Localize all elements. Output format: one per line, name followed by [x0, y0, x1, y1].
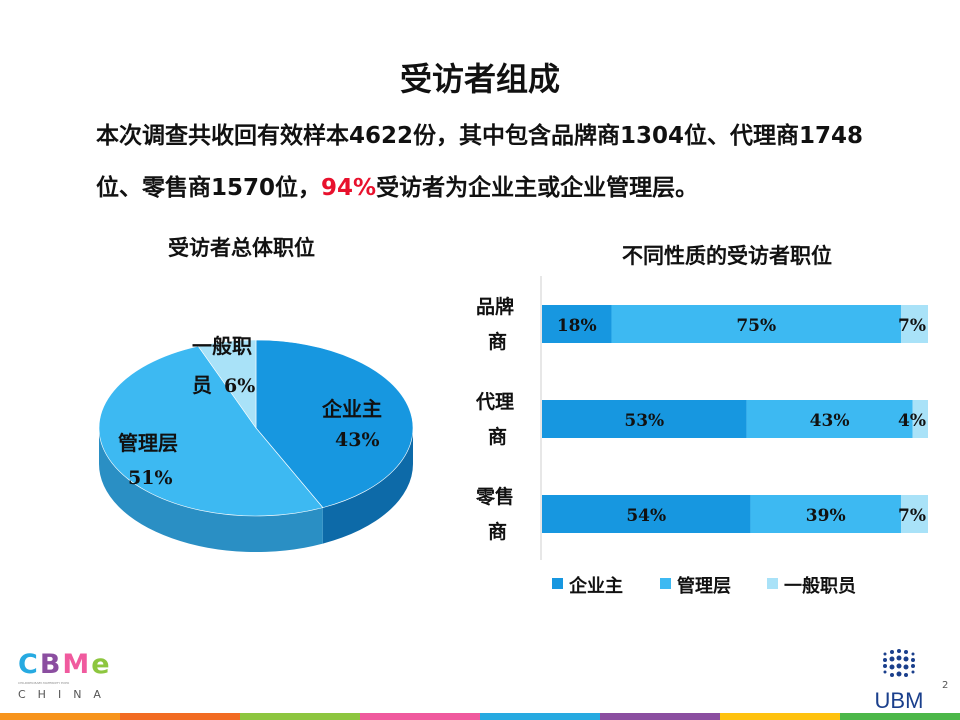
slide-title: 受访者组成	[399, 60, 560, 98]
bar-segment-0-1	[611, 305, 901, 343]
pie-slice-1	[98, 345, 324, 517]
bar-category-1-line2: 商	[488, 425, 507, 448]
bar-value-1-2: 4%	[898, 411, 926, 431]
legend-label-0: 企业主	[568, 575, 623, 597]
pie-slice-2	[197, 339, 257, 429]
pie-value-0: 43%	[335, 429, 380, 451]
bar-value-0-2: 7%	[898, 316, 926, 336]
bar-segment-1-2	[912, 400, 928, 438]
pie-value-1: 51%	[128, 467, 173, 489]
ubm-logo-text: UBM	[874, 688, 924, 713]
bar-value-1-0: 53%	[624, 411, 664, 431]
bar-segment-2-0	[542, 495, 751, 533]
legend-swatch-1	[660, 578, 671, 589]
summary-highlight: 94%	[321, 175, 377, 201]
bar-category-2-line1: 零售	[475, 485, 514, 508]
bar-category-0-line1: 品牌	[476, 295, 514, 318]
footer-stripe-7	[840, 713, 960, 720]
bar-segment-0-0	[542, 305, 612, 343]
summary-part2: 受访者为企业主或企业管理层。	[376, 175, 699, 201]
legend-label-1: 管理层	[677, 575, 731, 597]
cbme-letter-m: M	[62, 649, 90, 680]
bar-value-2-2: 7%	[898, 506, 926, 526]
bar-segment-2-1	[750, 495, 901, 533]
bar-value-2-1: 39%	[806, 506, 846, 526]
footer-stripe-1	[120, 713, 240, 720]
pie-side-1	[99, 428, 323, 552]
footer-stripe-3	[360, 713, 480, 720]
pie-label-2-line1: 一般职	[192, 334, 252, 358]
bar-segment-1-1	[746, 400, 913, 438]
pie-chart-title: 受访者总体职位	[168, 236, 315, 260]
cbme-china-text: CHINA	[18, 688, 113, 701]
bar-segment-0-2	[900, 305, 928, 343]
bar-value-0-0: 18%	[557, 316, 597, 336]
legend-swatch-2	[767, 578, 778, 589]
cbme-letter-e: e	[91, 649, 110, 680]
ubm-logo: UBM	[864, 648, 934, 713]
ubm-dots-icon	[883, 649, 915, 677]
cbme-logo-letters: C B M e	[18, 650, 128, 680]
footer-stripe-0	[0, 713, 120, 720]
pie-label-1: 管理层	[118, 431, 178, 455]
cbme-tagline: CHILDREN·BABY·MATERNITY EXPO	[18, 681, 70, 685]
pie-side-0	[322, 428, 413, 544]
footer-stripe-5	[600, 713, 720, 720]
pie-label-0: 企业主	[321, 397, 382, 421]
summary-part1: 本次调查共收回有效样本4622份，其中包含品牌商1304位、代理商1748位、零…	[96, 123, 864, 201]
bar-category-2-line2: 商	[488, 520, 507, 543]
bar-segment-2-2	[900, 495, 928, 533]
page-number: 2	[942, 680, 949, 691]
cbme-logo: C B M e CHILDREN·BABY·MATERNITY EXPO CHI…	[18, 650, 128, 708]
bar-category-0-line2: 商	[488, 330, 507, 353]
footer-stripe-4	[480, 713, 600, 720]
pie-label-2-line2: 员	[192, 373, 212, 397]
cbme-letter-b: B	[39, 649, 61, 680]
summary-text: 本次调查共收回有效样本4622份，其中包含品牌商1304位、代理商1748位、零…	[96, 110, 896, 214]
bar-value-0-1: 75%	[736, 316, 776, 336]
bar-category-1-line1: 代理	[475, 391, 514, 413]
pie-value-2: 6%	[224, 375, 255, 397]
pie-slice-0	[255, 339, 414, 508]
footer-stripe-6	[720, 713, 840, 720]
bar-segment-1-0	[542, 400, 747, 438]
legend-swatch-0	[552, 578, 563, 589]
bar-value-1-1: 43%	[810, 411, 850, 431]
bar-chart-title: 不同性质的受访者职位	[622, 244, 832, 268]
footer-color-bar	[0, 713, 960, 720]
bar-value-2-0: 54%	[626, 506, 666, 526]
footer-stripe-2	[240, 713, 360, 720]
legend-label-2: 一般职员	[784, 575, 856, 597]
cbme-letter-c: C	[18, 649, 38, 680]
